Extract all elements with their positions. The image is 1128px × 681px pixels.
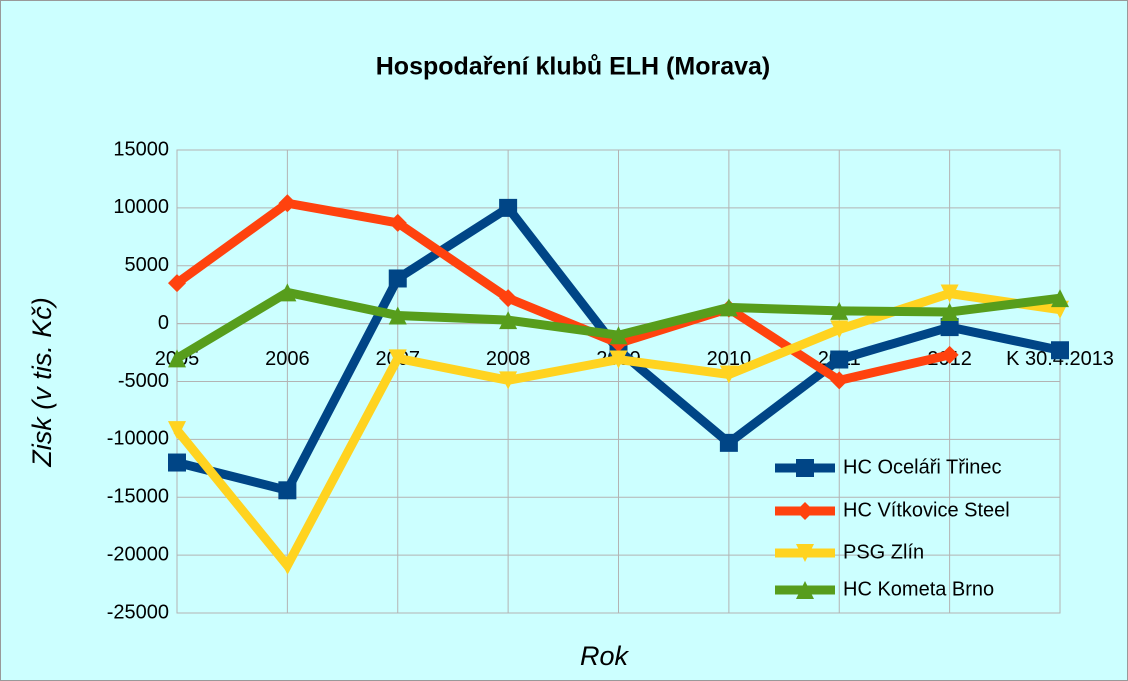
y-tick-label: -25000: [107, 601, 169, 623]
legend-label: HC Vítkovice Steel: [843, 499, 1010, 521]
marker: [940, 303, 959, 322]
y-tick-label: -20000: [107, 543, 169, 565]
marker: [796, 459, 814, 477]
x-tick-label: 2008: [486, 348, 531, 370]
marker: [388, 306, 407, 325]
marker: [168, 453, 186, 472]
marker: [830, 301, 849, 320]
marker: [796, 544, 814, 562]
marker: [278, 481, 297, 500]
y-tick-label: 10000: [113, 196, 169, 218]
marker: [719, 433, 738, 452]
marker: [278, 194, 297, 213]
marker: [609, 350, 628, 369]
marker: [278, 283, 297, 302]
marker: [830, 320, 849, 339]
marker: [168, 421, 186, 440]
marker: [719, 298, 738, 317]
marker: [168, 349, 186, 368]
marker: [388, 269, 407, 288]
y-tick-label: 15000: [113, 138, 169, 160]
x-tick-label: 2006: [265, 348, 310, 370]
marker: [499, 198, 518, 217]
y-tick-label: -10000: [107, 428, 169, 450]
marker: [830, 371, 849, 390]
x-axis-title: Rok: [580, 641, 630, 671]
marker: [499, 371, 518, 390]
marker: [940, 318, 959, 337]
marker: [1051, 341, 1069, 360]
marker: [719, 365, 738, 384]
marker: [499, 289, 518, 308]
marker: [499, 311, 518, 330]
y-axis-title: Zisk (v tis. Kč): [27, 297, 57, 468]
marker: [796, 581, 814, 599]
marker: [830, 350, 849, 369]
legend-label: PSG Zlín: [843, 541, 924, 563]
marker: [388, 349, 407, 368]
marker: [940, 345, 959, 364]
y-tick-label: -5000: [118, 370, 169, 392]
y-tick-label: 5000: [125, 254, 170, 276]
marker: [1051, 289, 1069, 308]
y-tick-label: -15000: [107, 486, 169, 508]
chart-title: Hospodaření klubů ELH (Morava): [376, 53, 770, 81]
marker: [168, 274, 186, 293]
series-line: [174, 198, 951, 386]
marker: [609, 326, 628, 345]
marker: [278, 556, 297, 575]
marker: [940, 284, 959, 303]
legend-label: HC Oceláři Třinec: [843, 456, 1002, 478]
legend-label: HC Kometa Brno: [843, 578, 994, 600]
marker: [388, 213, 407, 232]
y-tick-label: 0: [158, 312, 169, 334]
marker: [796, 502, 814, 520]
x-tick-label: 2010: [707, 348, 752, 370]
